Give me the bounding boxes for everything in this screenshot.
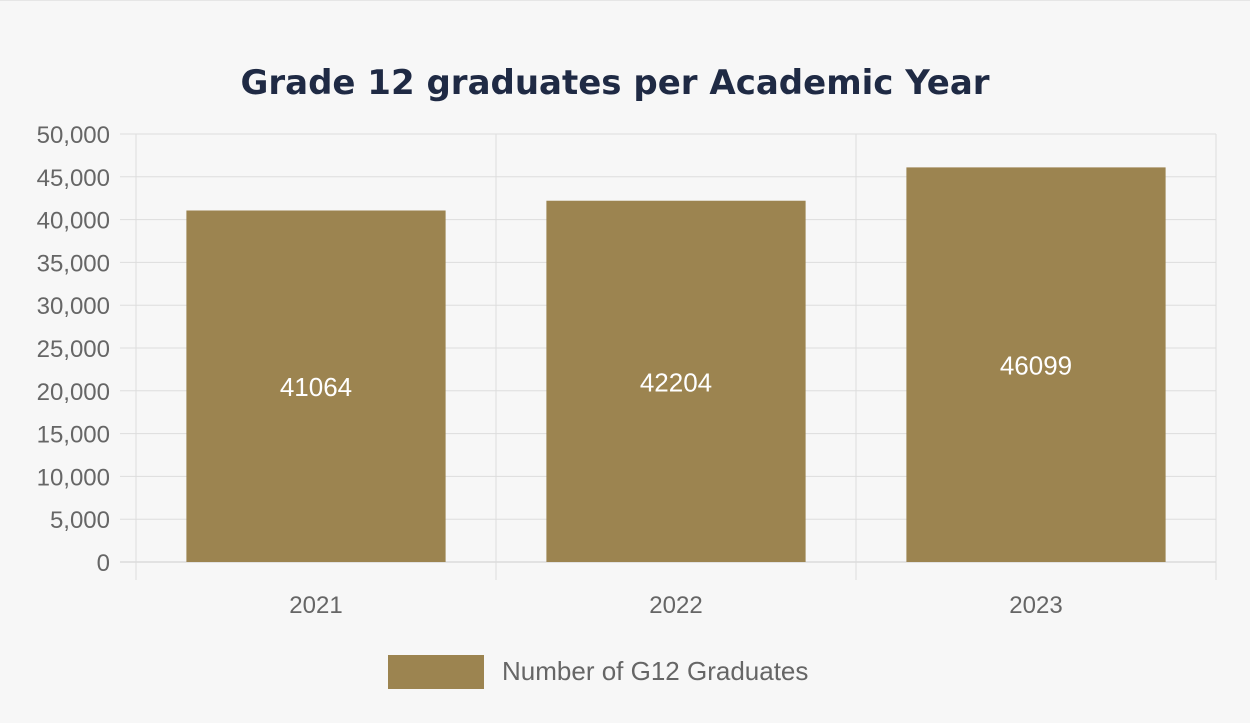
bar[interactable]	[546, 200, 806, 562]
bar-data-label: 46099	[1000, 351, 1072, 381]
bar[interactable]	[906, 167, 1166, 562]
legend-swatch[interactable]	[388, 655, 484, 689]
bar-data-label: 41064	[280, 372, 352, 402]
y-tick-label: 20,000	[37, 379, 110, 406]
y-tick-label: 5,000	[50, 507, 110, 534]
y-tick-label: 45,000	[37, 165, 110, 192]
y-tick-label: 10,000	[37, 464, 110, 491]
legend-label[interactable]: Number of G12 Graduates	[502, 656, 808, 686]
x-tick-label: 2021	[289, 592, 342, 619]
x-tick-label: 2023	[1009, 592, 1062, 619]
y-tick-label: 40,000	[37, 208, 110, 235]
y-tick-label: 0	[97, 550, 110, 577]
y-tick-label: 25,000	[37, 336, 110, 363]
x-axis: 2021 2022 2023	[289, 592, 1062, 619]
legend[interactable]: Number of G12 Graduates	[388, 655, 808, 689]
bar-data-label: 42204	[640, 367, 712, 397]
bars: 41064 42204 46099	[186, 167, 1166, 562]
chart-title: Grade 12 graduates per Academic Year	[240, 63, 989, 103]
y-tick-label: 15,000	[37, 422, 110, 449]
y-tick-label: 30,000	[37, 293, 110, 320]
y-tick-label: 50,000	[37, 122, 110, 149]
y-tick-label: 35,000	[37, 250, 110, 277]
x-tick-label: 2022	[649, 592, 702, 619]
bar[interactable]	[186, 210, 446, 562]
y-axis: 0 5,000 10,000 15,000 20,000 25,000 30,000 35,0…	[37, 122, 110, 577]
